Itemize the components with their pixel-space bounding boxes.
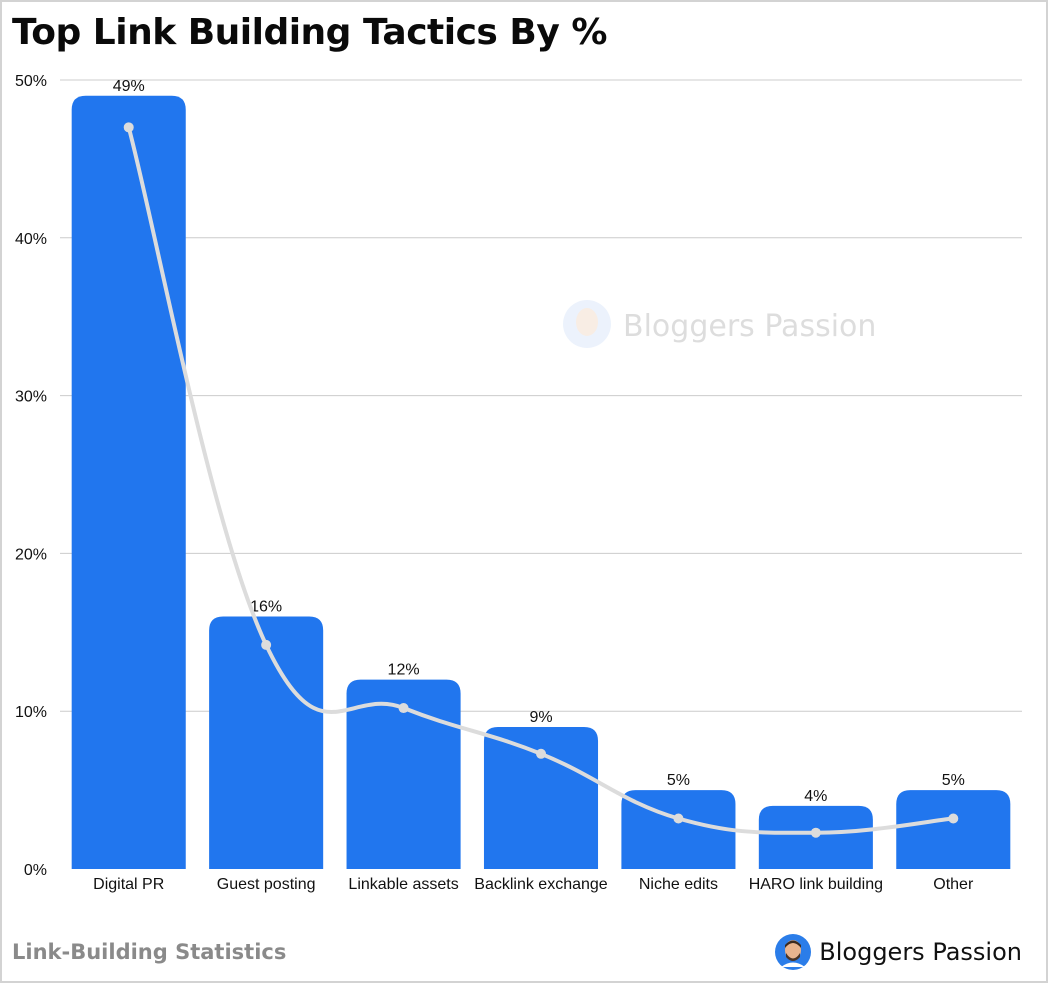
trend-point bbox=[123, 122, 134, 133]
y-tick-label: 30% bbox=[15, 389, 47, 406]
x-tick-label: Linkable assets bbox=[348, 876, 458, 893]
data-label: 9% bbox=[529, 709, 552, 726]
x-tick-label: HARO link building bbox=[749, 876, 883, 893]
trend-point bbox=[673, 813, 684, 824]
y-tick-label: 10% bbox=[15, 704, 47, 721]
bar bbox=[483, 726, 599, 869]
trend-point bbox=[948, 813, 959, 824]
x-tick-label: Backlink exchange bbox=[474, 876, 608, 893]
x-axis-ticks: Digital PR Guest posting Linkable assets Ba… bbox=[93, 876, 974, 893]
watermark-face-icon bbox=[576, 308, 598, 336]
trend-point bbox=[810, 827, 821, 838]
x-tick-label: Digital PR bbox=[93, 876, 164, 893]
brand-logo: Bloggers Passion bbox=[775, 934, 1022, 970]
bar bbox=[71, 95, 186, 869]
data-label: 5% bbox=[942, 772, 965, 789]
data-label: 5% bbox=[667, 772, 690, 789]
y-axis-ticks: 0% 10% 20% 30% 40% 50% bbox=[15, 73, 47, 879]
x-tick-label: Guest posting bbox=[217, 876, 316, 893]
trend-line-group bbox=[123, 122, 959, 838]
x-tick-label: Other bbox=[933, 876, 974, 893]
brand-avatar-icon bbox=[775, 934, 812, 970]
chart-title: Top Link Building Tactics By % bbox=[12, 12, 607, 53]
trend-point bbox=[261, 639, 272, 650]
y-tick-label: 20% bbox=[15, 546, 47, 563]
y-tick-label: 50% bbox=[15, 73, 47, 90]
x-tick-label: Niche edits bbox=[639, 876, 718, 893]
trend-point bbox=[398, 703, 409, 714]
trend-line bbox=[126, 125, 956, 835]
bar bbox=[346, 679, 461, 869]
bar bbox=[896, 790, 1011, 869]
trend-point bbox=[536, 748, 546, 759]
watermark-avatar-icon bbox=[563, 300, 611, 348]
data-labels: 49% 16% 12% 9% 5% 4% 5% bbox=[113, 78, 965, 805]
bar bbox=[209, 616, 324, 869]
brand-name: Bloggers Passion bbox=[819, 938, 1022, 966]
data-label: 49% bbox=[113, 78, 145, 95]
bars bbox=[71, 95, 1011, 869]
y-tick-label: 40% bbox=[15, 231, 47, 248]
y-tick-label: 0% bbox=[24, 862, 47, 879]
grid bbox=[60, 79, 1022, 712]
data-label: 16% bbox=[250, 599, 282, 616]
watermark-text: Bloggers Passion bbox=[623, 309, 876, 344]
data-label: 4% bbox=[804, 788, 827, 805]
data-label: 12% bbox=[388, 662, 420, 679]
watermark: Bloggers Passion bbox=[563, 300, 876, 348]
footer-caption: Link-Building Statistics bbox=[12, 940, 287, 964]
